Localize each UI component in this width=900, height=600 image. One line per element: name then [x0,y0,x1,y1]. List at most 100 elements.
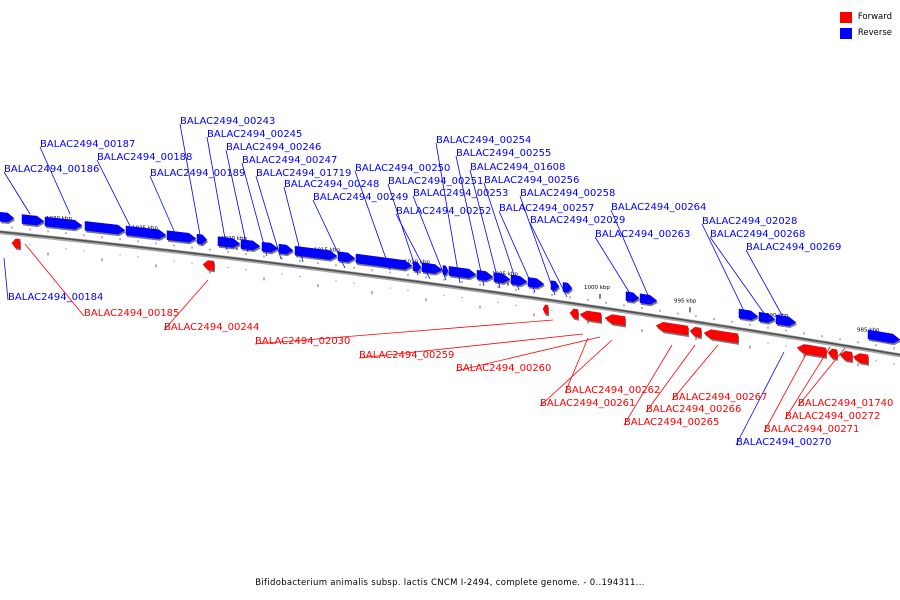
label-balac2494-00247: BALAC2494_00247 [242,155,337,166]
label-balac2494-00262: BALAC2494_00262 [565,385,660,396]
gene-reverse-17 [448,266,477,279]
label-balac2494-00266-leader [645,344,696,413]
label-balac2494-00185: BALAC2494_00185 [84,308,179,319]
legend-reverse-label: Reverse [857,28,892,38]
genome-caption: Bifidobacterium animalis subsp. lactis C… [255,578,645,588]
label-balac2494-00251: BALAC2494_00251 [388,176,483,187]
label-balac2494-00255-leader [455,155,485,287]
label-balac2494-00268: BALAC2494_00268 [710,229,805,240]
gene-forward-6 [655,321,689,336]
label-balac2494-00255: BALAC2494_00255 [456,148,551,159]
forward-swatch [839,11,852,23]
gene-reverse-6 [196,233,208,245]
label-balac2494-00256-leader [483,182,520,291]
legend: Forward Reverse [839,9,892,41]
label-balac2494-02030-leader [254,319,554,345]
gene-forward-3 [569,308,579,319]
label-balac2494-00260: BALAC2494_00260 [456,363,551,374]
label-balac2494-00245: BALAC2494_00245 [207,129,302,140]
gene-reverse-2 [44,216,83,230]
label-balac2494-00247-leader [241,162,268,257]
gene-forward-8 [703,329,739,344]
label-balac2494-00259-leader [358,333,584,359]
gene-forward-4 [579,310,602,323]
gene-reverse-4 [125,225,167,240]
label-balac2494-02028-leader [701,223,746,314]
label-balac2494-00249-leader [312,199,346,269]
label-balac2494-02030: BALAC2494_02030 [255,336,350,347]
gene-reverse-1 [21,214,45,226]
label-balac2494-01740-leader [797,347,846,407]
gene-forward-10 [827,348,838,360]
backbone-line [0,230,900,356]
label-balac2494-00258: BALAC2494_00258 [520,188,615,199]
gene-forward-11 [839,350,853,362]
label-balac2494-00246-leader [225,149,249,253]
label-balac2494-00250-leader [354,170,391,271]
label-balac2494-00258-leader [519,195,556,296]
label-balac2494-00185-leader [24,243,85,317]
label-balac2494-00272: BALAC2494_00272 [785,411,880,422]
label-balac2494-00265-leader [623,344,673,426]
gene-reverse-5 [166,230,197,243]
label-balac2494-00253: BALAC2494_00253 [413,188,508,199]
legend-reverse: Reverse [839,25,892,41]
label-balac2494-00186-leader [3,171,31,215]
gene-reverse-13 [355,253,413,270]
gene-reverse-11 [294,245,338,260]
label-balac2494-00265: BALAC2494_00265 [624,417,719,428]
label-balac2494-00264: BALAC2494_00264 [611,202,706,213]
label-balac2494-00271-leader [763,344,812,433]
label-balac2494-00189-leader [149,175,179,241]
label-balac2494-02029: BALAC2494_02029 [530,215,625,226]
label-balac2494-00252-leader [395,213,431,280]
label-balac2494-01608-leader [469,169,501,289]
label-balac2494-00260-leader [455,336,601,372]
label-balac2494-00256: BALAC2494_00256 [484,175,579,186]
reverse-swatch [839,27,852,39]
label-balac2494-01719: BALAC2494_01719 [256,168,351,179]
gene-forward-12 [852,353,869,365]
gene-forward-0 [11,238,21,249]
gene-reverse-22 [550,280,560,291]
label-balac2494-00267: BALAC2494_00267 [672,392,767,403]
label-balac2494-00254: BALAC2494_00254 [436,135,531,146]
gene-reverse-0 [0,211,15,223]
label-balac2494-00266: BALAC2494_00266 [646,404,741,415]
label-balac2494-02028: BALAC2494_02028 [702,216,797,227]
gene-reverse-26 [738,308,759,321]
label-balac2494-00259: BALAC2494_00259 [359,350,454,361]
label-balac2494-00269: BALAC2494_00269 [746,242,841,253]
legend-forward: Forward [839,9,892,25]
label-balac2494-00268-leader [709,236,767,317]
label-balac2494-00261: BALAC2494_00261 [540,398,635,409]
label-balac2494-00248-leader [283,186,304,263]
label-balac2494-00187-leader [39,146,71,215]
gene-forward-7 [689,326,702,338]
label-balac2494-01608: BALAC2494_01608 [470,162,565,173]
label-balac2494-00263: BALAC2494_00263 [595,229,690,240]
gene-reverse-7 [217,236,241,248]
label-balac2494-00248: BALAC2494_00248 [284,179,379,190]
label-balac2494-00243: BALAC2494_00243 [180,116,275,127]
label-balac2494-00188: BALAC2494_00188 [97,152,192,163]
label-balac2494-00244-leader [163,279,209,331]
label-balac2494-00186: BALAC2494_00186 [4,164,99,175]
label-balac2494-00245-leader [206,136,228,251]
gene-reverse-12 [337,251,356,263]
label-balac2494-00243-leader [179,123,203,247]
gene-forward-1 [202,260,215,271]
label-balac2494-00263-leader [594,236,635,301]
gene-forward-9 [796,344,827,358]
label-balac2494-00254-leader [435,142,461,284]
label-balac2494-00261-leader [539,339,613,407]
scale-tick-label: 1020 kbp [221,236,247,242]
gene-forward-2 [542,304,549,315]
gene-reverse-23 [562,282,573,293]
scale-tick-label: 1000 kbp [584,285,610,291]
label-balac2494-00187: BALAC2494_00187 [40,139,135,150]
gene-reverse-29 [867,329,900,344]
label-balac2494-00249: BALAC2494_00249 [313,192,408,203]
label-balac2494-00250: BALAC2494_00250 [355,163,450,174]
